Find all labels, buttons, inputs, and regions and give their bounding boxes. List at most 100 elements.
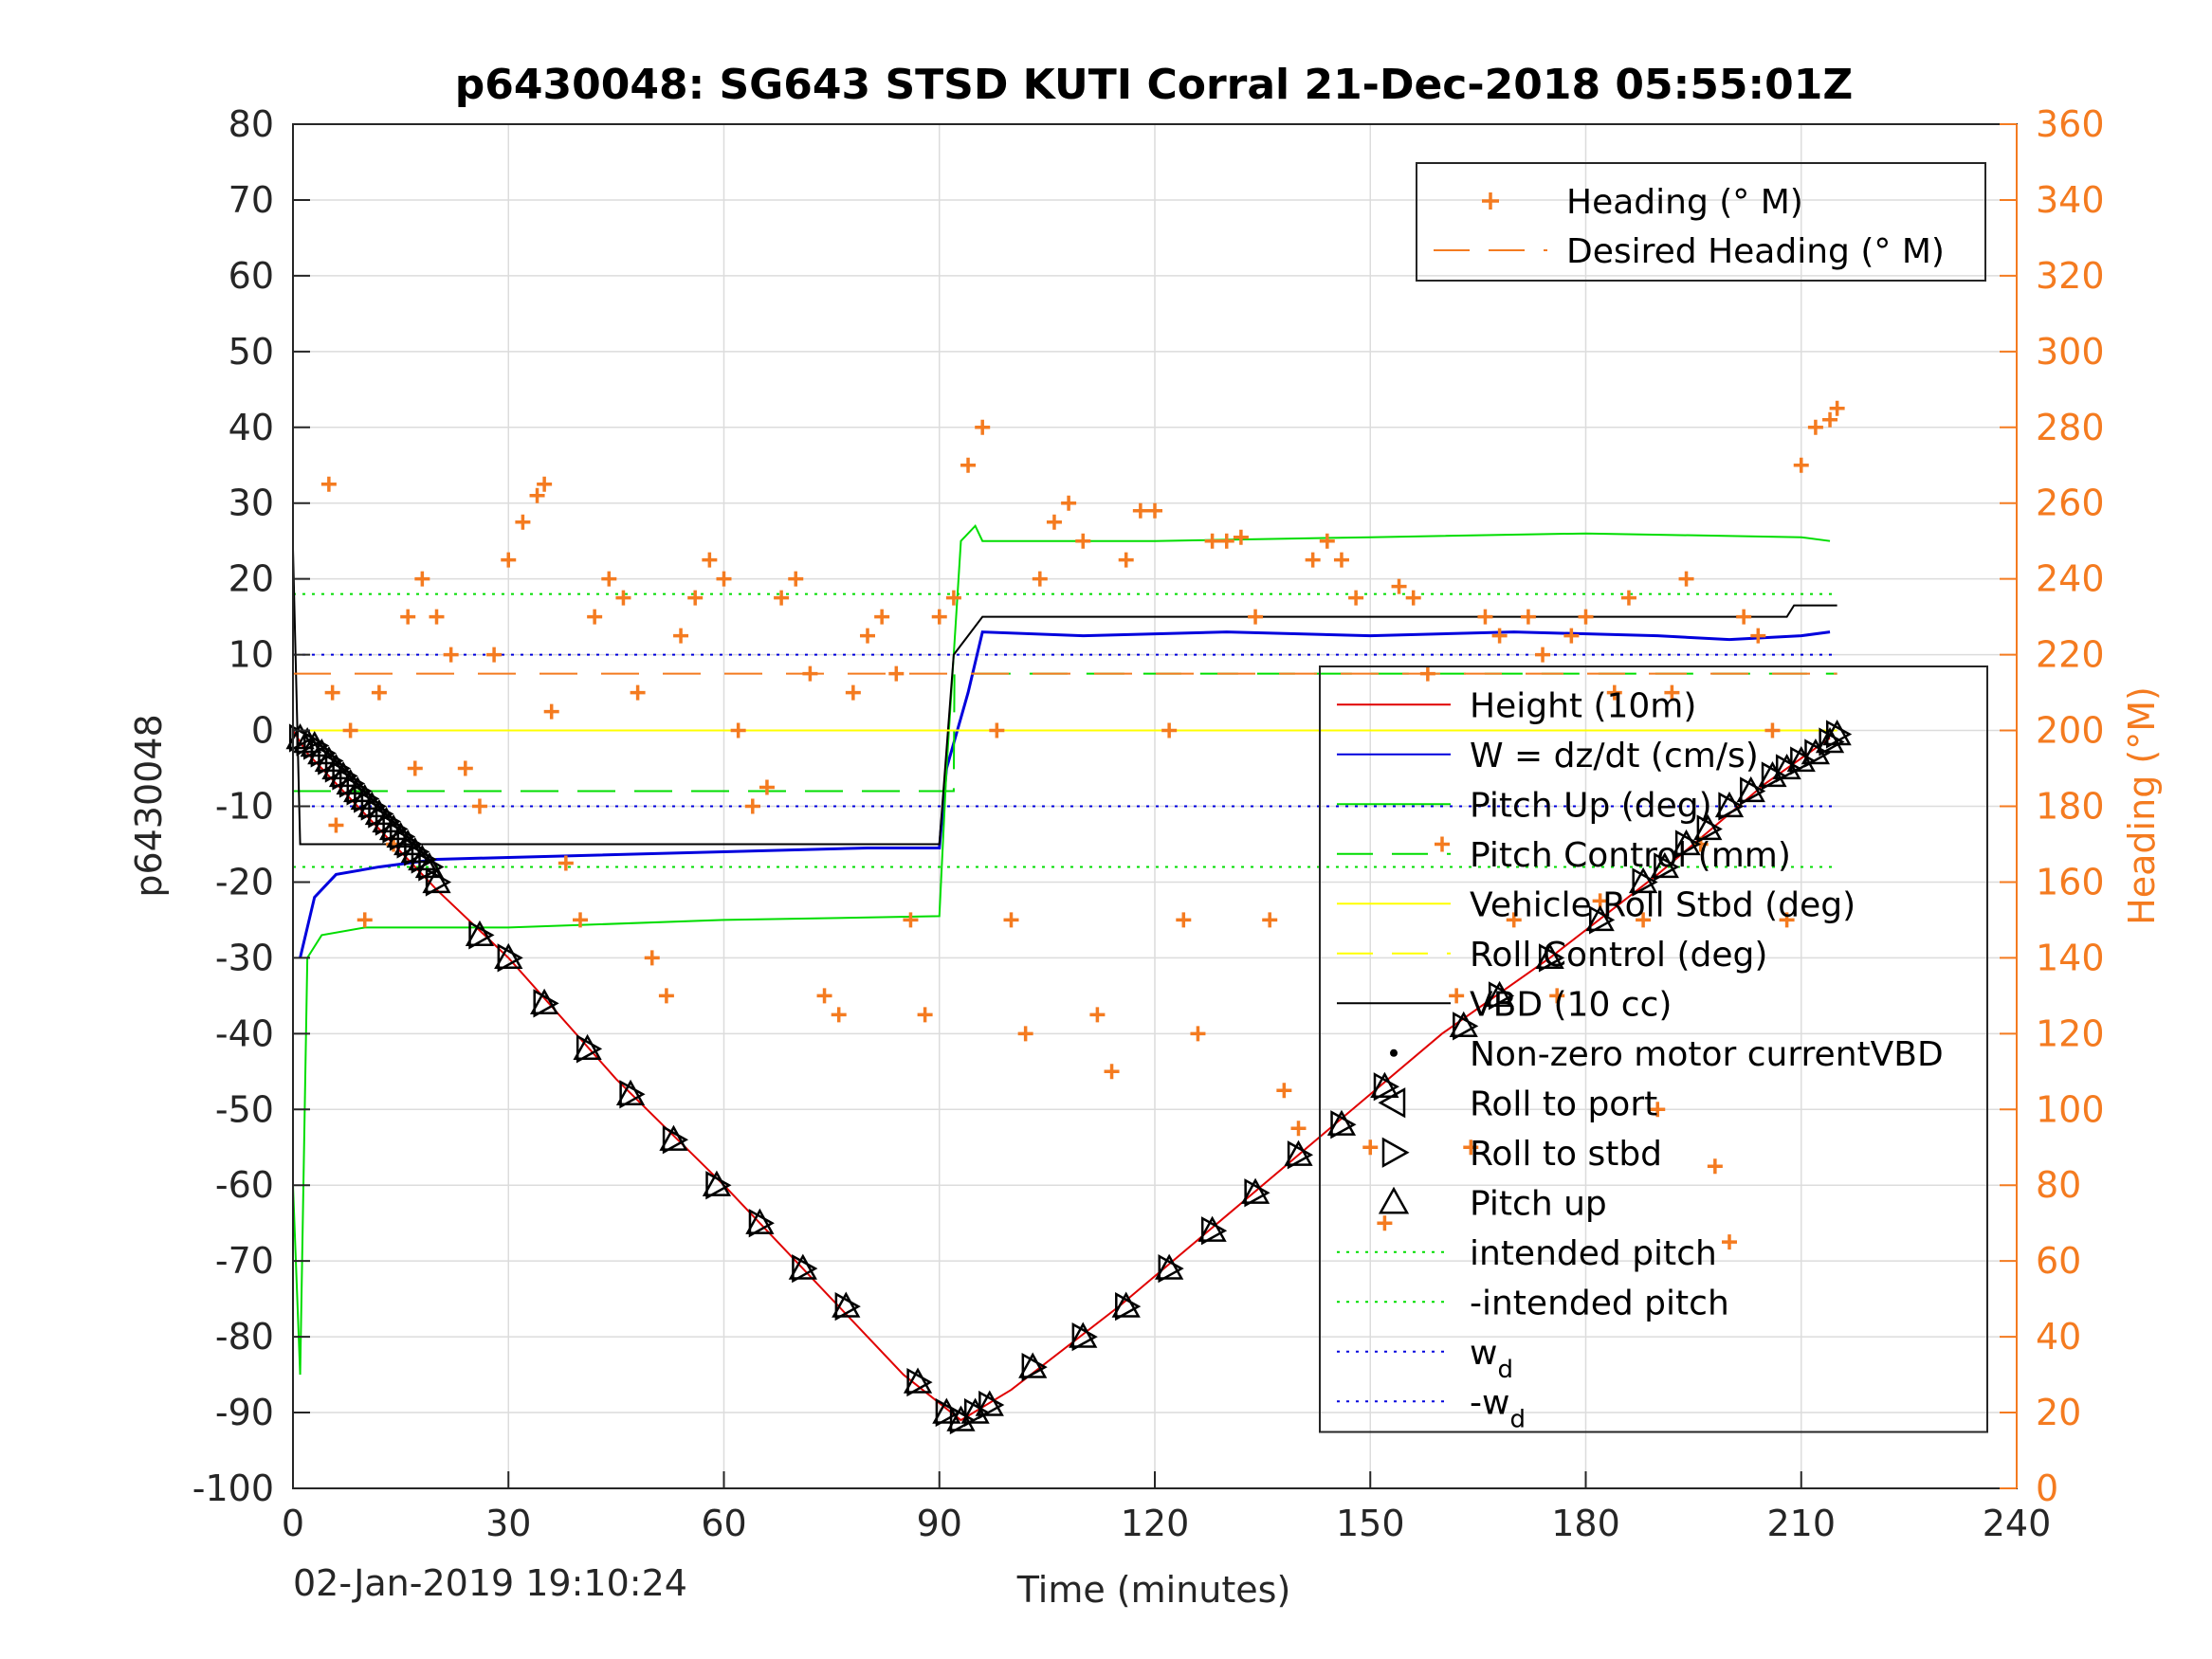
legend-marker-tri-right bbox=[1381, 1137, 1410, 1168]
heading-point bbox=[730, 722, 746, 738]
heading-point bbox=[1829, 400, 1845, 416]
heading-point bbox=[1262, 912, 1278, 928]
y-tick-label-right: 100 bbox=[2036, 1088, 2105, 1130]
legend-label: Pitch Up (deg) bbox=[1470, 786, 1712, 825]
heading-point bbox=[558, 855, 574, 871]
series-vbd-10-cc- bbox=[292, 548, 1837, 846]
heading-point bbox=[1520, 609, 1536, 625]
marker-roll-stbd bbox=[1674, 830, 1702, 859]
legend-marker-tri-left bbox=[1378, 1087, 1406, 1119]
heading-point bbox=[324, 684, 340, 701]
marker-roll-stbd bbox=[978, 1390, 1005, 1420]
y-tick-label-right: 80 bbox=[2036, 1164, 2081, 1206]
marker-pitch-up bbox=[903, 1367, 933, 1394]
legend-box bbox=[1319, 665, 1988, 1433]
y-tick-label-left: -100 bbox=[192, 1468, 274, 1509]
legend-label: Pitch up bbox=[1470, 1184, 1607, 1223]
heading-point bbox=[400, 609, 416, 625]
x-tick-label: 0 bbox=[282, 1503, 304, 1544]
legend-heading: Heading (° M) Desired Heading (° M) bbox=[1416, 162, 1986, 282]
marker-pitch-up bbox=[1197, 1215, 1227, 1242]
chart-title: p6430048: SG643 STSD KUTI Corral 21-Dec-… bbox=[455, 61, 1853, 109]
y-tick-label-right: 300 bbox=[2036, 331, 2105, 373]
heading-point bbox=[874, 609, 890, 625]
event-markers bbox=[285, 719, 1853, 1435]
heading-point bbox=[486, 647, 503, 663]
x-tick-label: 120 bbox=[1121, 1503, 1190, 1544]
y-tick-label-left: -90 bbox=[215, 1392, 274, 1433]
y-tick-label-left: -20 bbox=[215, 861, 274, 902]
legend-label: Roll to stbd bbox=[1470, 1135, 1662, 1174]
legend-label: Pitch Control (mm) bbox=[1470, 836, 1791, 875]
x-tick-label: 30 bbox=[485, 1503, 531, 1544]
x-tick-label: 180 bbox=[1551, 1503, 1620, 1544]
marker-roll-stbd bbox=[1804, 738, 1831, 768]
heading-point bbox=[328, 817, 344, 833]
legend-box bbox=[1416, 162, 1986, 282]
x-tick-label: 210 bbox=[1766, 1503, 1836, 1544]
marker-pitch-up bbox=[1069, 1322, 1098, 1348]
reference-lines bbox=[293, 592, 1837, 868]
y-tick-label-right: 160 bbox=[2036, 861, 2105, 902]
legend-label: Roll to port bbox=[1470, 1085, 1657, 1123]
y-axis-label-left: p6430048 bbox=[128, 714, 170, 897]
marker-pitch-up bbox=[573, 1033, 602, 1060]
marker-roll-stbd bbox=[1538, 943, 1565, 973]
marker-pitch-up bbox=[494, 942, 523, 970]
series-pitch-control-mm- bbox=[293, 672, 1837, 793]
y-tick-label-right: 120 bbox=[2036, 1012, 2105, 1054]
marker-pitch-up bbox=[1822, 719, 1852, 746]
heading-point bbox=[1491, 628, 1508, 644]
marker-pitch-up bbox=[1650, 851, 1679, 879]
heading-point bbox=[644, 950, 660, 966]
marker-pitch-up bbox=[1772, 753, 1801, 780]
heading-point bbox=[888, 665, 905, 682]
heading-point bbox=[1477, 609, 1493, 625]
legend-label: Desired Heading (° M) bbox=[1566, 232, 1945, 271]
heading-point bbox=[356, 912, 373, 928]
heading-point bbox=[1333, 552, 1349, 568]
heading-point bbox=[1636, 912, 1652, 928]
ticks: 0 30 60 90 120 150 180 210 24080706050403020100-… bbox=[192, 103, 2105, 1544]
marker-pitch-up bbox=[1370, 1071, 1399, 1098]
y-tick-label-left: -40 bbox=[215, 1012, 274, 1054]
heading-point bbox=[1017, 1026, 1033, 1042]
heading-point bbox=[931, 609, 947, 625]
heading-point bbox=[615, 590, 631, 606]
heading-point bbox=[1362, 1139, 1379, 1156]
x-tick-label: 150 bbox=[1336, 1503, 1405, 1544]
heading-point bbox=[903, 912, 919, 928]
heading-point bbox=[1707, 1158, 1723, 1175]
heading-point bbox=[687, 590, 704, 606]
marker-pitch-up bbox=[1786, 745, 1816, 773]
marker-pitch-up bbox=[465, 920, 495, 947]
x-tick-label: 90 bbox=[917, 1503, 962, 1544]
heading-point bbox=[529, 487, 545, 503]
marker-pitch-up bbox=[1284, 1139, 1313, 1166]
heading-point bbox=[1046, 514, 1062, 530]
heading-point bbox=[702, 552, 718, 568]
marker-roll-stbd bbox=[1761, 761, 1788, 791]
y-tick-label-left: -30 bbox=[215, 937, 274, 978]
marker-roll-stbd bbox=[576, 1034, 603, 1064]
marker-pitch-up bbox=[745, 1208, 775, 1234]
heading-point bbox=[573, 912, 588, 928]
marker-pitch-up bbox=[832, 1291, 861, 1318]
y-tick-label-right: 200 bbox=[2036, 710, 2105, 752]
heading-point bbox=[1218, 533, 1234, 549]
heading-point bbox=[759, 779, 775, 795]
heading-point bbox=[543, 703, 559, 720]
y-tick-label-right: 220 bbox=[2036, 634, 2105, 676]
marker-roll-stbd bbox=[1200, 1216, 1228, 1246]
legend-label-subscript: d bbox=[1509, 1405, 1526, 1433]
marker-pitch-up bbox=[932, 1397, 961, 1424]
heading-point bbox=[658, 988, 674, 1004]
marker-pitch-up bbox=[1449, 1011, 1478, 1037]
marker-pitch-up bbox=[975, 1390, 1004, 1416]
heading-point bbox=[989, 722, 1005, 738]
heading-point bbox=[673, 628, 689, 644]
y-tick-label-left: 20 bbox=[229, 558, 274, 600]
heading-point bbox=[1822, 411, 1838, 428]
marker-roll-stbd bbox=[1740, 776, 1766, 806]
marker-pitch-up bbox=[414, 851, 445, 879]
